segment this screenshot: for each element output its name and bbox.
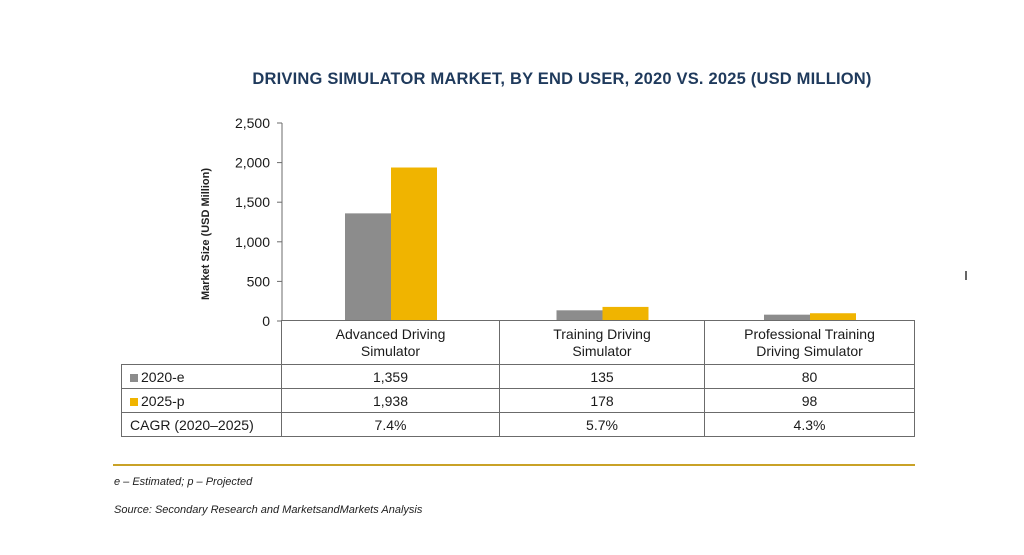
chart-title: DRIVING SIMULATOR MARKET, BY END USER, 2… <box>252 70 872 88</box>
bar-2025-p <box>810 313 856 321</box>
footnote: e – Estimated; p – Projected <box>114 476 253 488</box>
category-label: Professional Training Driving Simulator <box>704 320 915 365</box>
edge-mark <box>965 271 967 280</box>
footer-divider <box>113 464 915 466</box>
category-row: Advanced Driving Simulator Training Drivi… <box>121 320 915 365</box>
bar-2020-e <box>764 314 810 321</box>
legend-swatch-2025 <box>130 397 138 406</box>
y-tick-label: 1,000 <box>235 234 270 250</box>
legend-entry-2020: 2020-e <box>121 364 282 389</box>
data-label: 178 <box>499 388 705 413</box>
legend-swatch-2020 <box>130 373 138 382</box>
table-row-2020: 2020-e 1,359 135 80 <box>121 364 915 389</box>
category-label: Advanced Driving Simulator <box>281 320 500 365</box>
legend-entry-2025: 2025-p <box>121 388 282 413</box>
cagr-value: 7.4% <box>281 412 500 437</box>
data-label: 1,359 <box>281 364 500 389</box>
y-tick-label: 2,000 <box>235 155 270 171</box>
data-label: 80 <box>704 364 915 389</box>
bar-2020-e <box>556 310 603 321</box>
data-label: 135 <box>499 364 705 389</box>
y-tick-label: 2,500 <box>235 115 270 131</box>
cagr-label: CAGR (2020–2025) <box>121 412 282 437</box>
bar-2025-p <box>391 167 437 321</box>
y-tick-label: 500 <box>247 273 271 289</box>
data-label: 1,938 <box>281 388 500 413</box>
data-table: Advanced Driving Simulator Training Drivi… <box>121 320 915 437</box>
table-row-cagr: CAGR (2020–2025) 7.4% 5.7% 4.3% <box>121 412 915 437</box>
table-corner <box>121 320 282 365</box>
table-row-2025: 2025-p 1,938 178 98 <box>121 388 915 413</box>
cagr-value: 4.3% <box>704 412 915 437</box>
bar-2025-p <box>602 306 649 321</box>
bar-2020-e <box>345 213 391 321</box>
source-note: Source: Secondary Research and Marketsan… <box>114 504 423 516</box>
cagr-value: 5.7% <box>499 412 705 437</box>
y-tick-label: 1,500 <box>235 194 270 210</box>
data-label: 98 <box>704 388 915 413</box>
category-label: Training Driving Simulator <box>499 320 705 365</box>
